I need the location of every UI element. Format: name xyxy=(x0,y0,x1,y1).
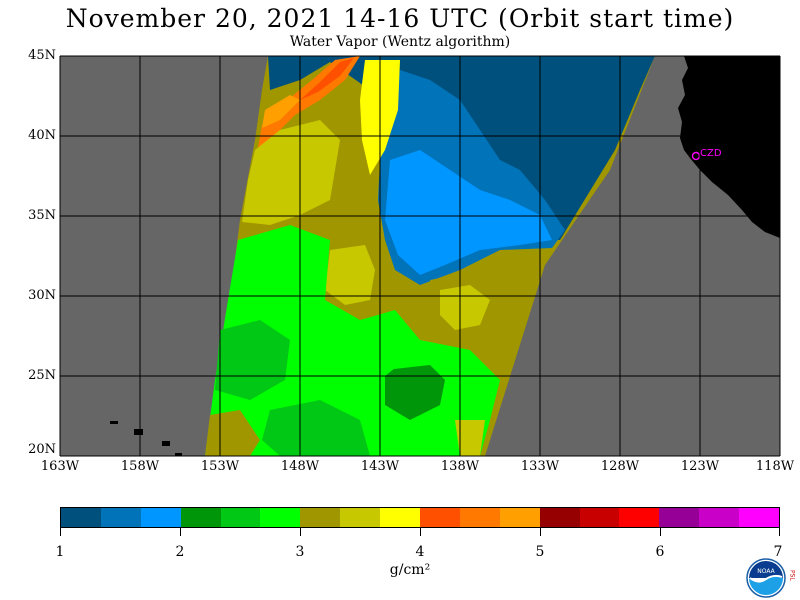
colorbar-segment xyxy=(659,508,700,527)
pale-olive-south xyxy=(455,420,485,456)
lat-label-35n: 35N xyxy=(28,208,56,223)
lon-label-148w: 148W xyxy=(280,459,320,474)
pale-olive-west xyxy=(242,120,340,225)
colorbar-segment xyxy=(180,508,221,527)
map-subtitle: Water Vapor (Wentz algorithm) xyxy=(289,34,511,50)
colorbar-segment xyxy=(140,508,181,527)
colorbar-segment xyxy=(579,508,620,527)
colorbar-label-2: 2 xyxy=(175,544,185,560)
lon-label-143w: 143W xyxy=(360,459,400,474)
lon-label-158w: 158W xyxy=(120,459,160,474)
colorbar-label-4: 4 xyxy=(415,544,425,560)
colorbar-segment xyxy=(539,508,580,527)
noaa-logo: NOAA PSL xyxy=(746,558,796,598)
logo-side-letters: PSL xyxy=(789,570,796,581)
colorbar-segment xyxy=(100,508,141,527)
dark-green-region xyxy=(385,365,445,420)
grid-lines xyxy=(59,55,781,457)
logo-noaa-text: NOAA xyxy=(757,568,775,575)
islands xyxy=(110,421,182,456)
lon-label-153w: 153W xyxy=(200,459,240,474)
colorbar-tick xyxy=(300,528,301,536)
colorbar-tick xyxy=(540,528,541,536)
lat-label-25n: 25N xyxy=(28,368,56,383)
lat-label-40n: 40N xyxy=(28,128,56,143)
colorbar-segment xyxy=(380,508,421,527)
lat-label-45n: 45N xyxy=(28,48,56,63)
olive-south xyxy=(205,410,260,456)
lon-label-163w: 163W xyxy=(40,459,80,474)
land-mass xyxy=(678,56,780,238)
colorbar-tick xyxy=(779,528,780,536)
colorbar-tick xyxy=(420,528,421,536)
colorbar-label-7: 7 xyxy=(773,544,783,560)
water-vapor-map: CZD xyxy=(59,55,781,457)
pale-olive-center xyxy=(325,245,375,305)
colorbar-segment xyxy=(699,508,740,527)
colorbar-label-3: 3 xyxy=(295,544,305,560)
satellite-swath xyxy=(205,56,655,456)
colorbar-segment xyxy=(260,508,301,527)
colorbar-segment xyxy=(619,508,660,527)
lon-label-123w: 123W xyxy=(680,459,720,474)
lat-label-20n: 20N xyxy=(28,442,56,457)
lon-label-138w: 138W xyxy=(440,459,480,474)
colorbar xyxy=(60,507,780,528)
colorbar-unit: g/cm² xyxy=(389,562,431,578)
mid-green-south xyxy=(262,400,370,456)
colorbar-segment xyxy=(499,508,540,527)
colorbar-segment xyxy=(300,508,341,527)
orange-tip xyxy=(262,95,300,128)
light-blue-region xyxy=(385,150,552,275)
colorbar-label-5: 5 xyxy=(535,544,545,560)
red-band xyxy=(300,58,354,100)
colorbar-tick xyxy=(660,528,661,536)
colorbar-label-1: 1 xyxy=(55,544,65,560)
lon-label-133w: 133W xyxy=(520,459,560,474)
colorbar-segment xyxy=(459,508,500,527)
colorbar-segment xyxy=(340,508,381,527)
lon-label-128w: 128W xyxy=(600,459,640,474)
colorbar-segment xyxy=(420,508,460,527)
colorbar-segment xyxy=(220,508,261,527)
lon-label-118w: 118W xyxy=(755,459,795,474)
lat-label-30n: 30N xyxy=(28,288,56,303)
station-label: CZD xyxy=(700,148,722,159)
map-title: November 20, 2021 14-16 UTC (Orbit start… xyxy=(65,4,735,33)
mid-green-region xyxy=(215,320,290,400)
colorbar-label-6: 6 xyxy=(655,544,665,560)
colorbar-tick xyxy=(180,528,181,536)
colorbar-segment xyxy=(739,508,780,527)
colorbar-tick xyxy=(60,528,61,536)
colorbar-segment xyxy=(61,508,101,527)
